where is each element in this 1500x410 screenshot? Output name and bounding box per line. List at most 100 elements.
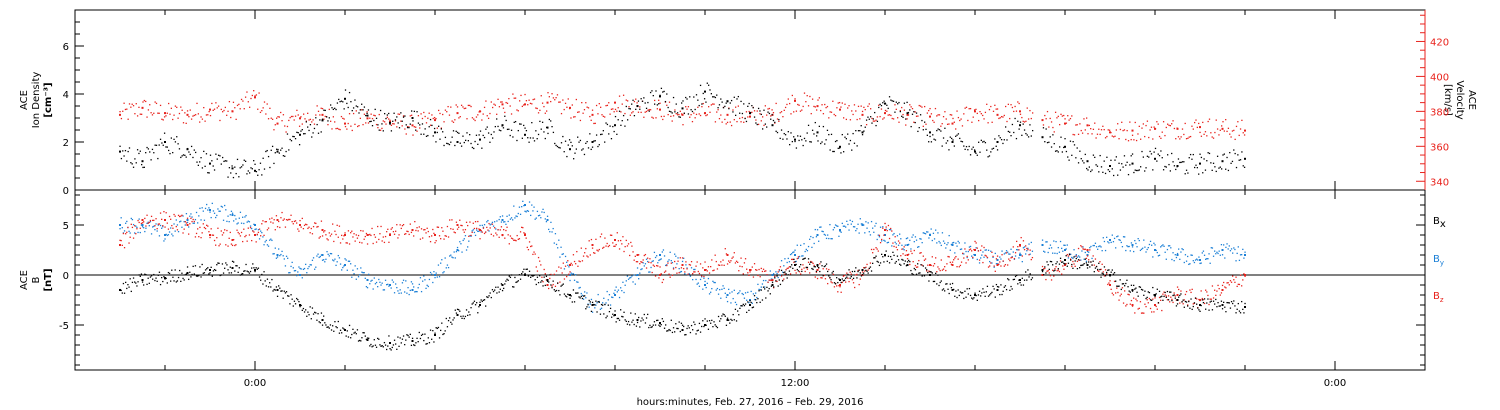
- density-sample: [844, 136, 846, 138]
- density-sample: [261, 174, 263, 176]
- density-sample: [428, 126, 430, 128]
- bz-sample: [1183, 299, 1185, 301]
- density-sample: [235, 172, 237, 175]
- bx-sample: [1120, 288, 1122, 291]
- bz-sample: [346, 242, 348, 244]
- by-sample: [753, 298, 756, 301]
- by-sample: [1073, 249, 1075, 251]
- by-sample: [1117, 235, 1119, 237]
- by-sample: [245, 214, 247, 217]
- bz-point: [389, 234, 391, 236]
- density-point: [479, 138, 481, 141]
- bx-sample: [302, 307, 305, 310]
- bz-sample: [798, 271, 801, 273]
- density-point: [816, 131, 819, 134]
- velocity-sample: [389, 119, 391, 121]
- bx-sample: [643, 313, 645, 316]
- density-point: [996, 141, 999, 143]
- by-sample: [237, 222, 239, 224]
- by-sample: [1233, 247, 1235, 249]
- density-sample: [1090, 170, 1092, 173]
- bx-sample: [125, 281, 127, 284]
- velocity-sample: [1221, 125, 1223, 127]
- bx-sample: [670, 319, 672, 321]
- bz-sample: [1214, 289, 1216, 291]
- by-sample: [413, 286, 415, 288]
- bx-sample: [681, 324, 684, 326]
- by-sample: [1007, 251, 1009, 253]
- by-sample: [218, 210, 220, 212]
- bz-sample: [121, 244, 123, 246]
- velocity-sample: [130, 106, 132, 108]
- bx-sample: [536, 276, 539, 278]
- bz-sample: [919, 252, 921, 254]
- velocity-sample: [436, 127, 438, 129]
- velocity-sample: [643, 116, 645, 118]
- bz-sample: [500, 226, 503, 228]
- by-sample: [242, 216, 244, 218]
- velocity-tick-label: 420: [1430, 37, 1449, 48]
- by-sample: [769, 270, 771, 272]
- bz-sample: [854, 286, 856, 289]
- density-sample: [1214, 166, 1216, 168]
- by-sample: [688, 273, 690, 275]
- density-sample: [1061, 151, 1063, 153]
- bz-sample: [609, 234, 612, 236]
- bx-sample: [395, 343, 397, 345]
- bz-sample: [408, 233, 410, 236]
- bx-point: [1221, 304, 1224, 306]
- by-sample: [1052, 252, 1054, 254]
- velocity-sample: [675, 113, 677, 115]
- bx-sample: [627, 320, 630, 323]
- bz-point: [974, 249, 976, 251]
- bz-sample: [930, 264, 932, 267]
- density-sample: [782, 138, 784, 140]
- density-sample: [1086, 167, 1088, 170]
- bx-sample: [744, 303, 747, 305]
- by-sample: [1122, 236, 1125, 238]
- velocity-sample: [369, 117, 371, 119]
- by-sample: [446, 264, 449, 266]
- velocity-sample: [290, 115, 293, 118]
- bx-sample: [373, 339, 375, 341]
- density-point: [1221, 160, 1224, 163]
- by-sample: [1120, 241, 1122, 244]
- density-sample: [1153, 151, 1155, 153]
- bz-sample: [392, 231, 395, 233]
- density-sample: [1059, 146, 1061, 148]
- bx-sample: [175, 281, 177, 283]
- by-sample: [297, 271, 299, 273]
- bx-sample: [818, 266, 820, 269]
- density-axis-label: ACE Ion Density [cm⁻³]: [19, 72, 54, 129]
- bx-sample: [733, 319, 735, 321]
- density-sample: [901, 115, 903, 117]
- density-sample: [427, 134, 429, 137]
- by-sample: [197, 222, 199, 224]
- by-sample: [1209, 262, 1211, 264]
- velocity-sample: [159, 104, 162, 107]
- bz-sample: [593, 252, 595, 254]
- velocity-sample: [531, 103, 533, 105]
- bz-sample: [1202, 299, 1205, 301]
- velocity-sample: [879, 115, 881, 118]
- bx-point: [906, 264, 909, 266]
- bz-sample: [615, 243, 617, 246]
- velocity-sample: [606, 104, 609, 107]
- by-sample: [254, 228, 256, 231]
- by-sample: [152, 226, 154, 228]
- density-sample: [822, 125, 825, 128]
- bz-sample: [1208, 303, 1210, 306]
- bz-sample: [1230, 281, 1233, 283]
- velocity-sample: [934, 107, 937, 110]
- bz-sample: [759, 276, 761, 278]
- density-sample: [555, 144, 557, 147]
- density-sample: [639, 108, 641, 110]
- bz-sample: [288, 218, 290, 221]
- bx-sample: [636, 321, 639, 324]
- bx-sample: [1109, 275, 1111, 277]
- bx-sample: [390, 349, 392, 351]
- bz-sample: [1143, 312, 1145, 314]
- velocity-sample: [535, 107, 537, 109]
- bz-sample: [638, 254, 640, 256]
- velocity-sample: [666, 104, 668, 106]
